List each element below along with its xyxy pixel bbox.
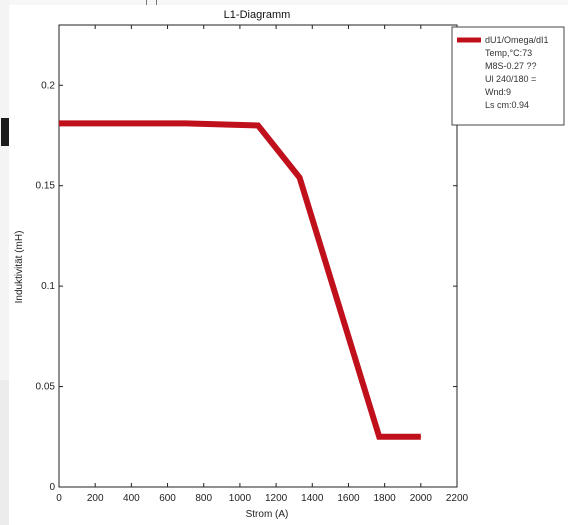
y-tick-label: 0.1 [41, 281, 55, 292]
legend-note-windings: Wnd:9 [485, 87, 511, 97]
data-point [257, 124, 259, 126]
x-tick-label: 1400 [301, 493, 324, 504]
legend: dU1/Omega/dI1 Temp,°C:73 M8S-0.27 ?? Ul … [451, 26, 565, 126]
legend-note-m8s: M8S-0.27 ?? [485, 61, 537, 71]
data-point [299, 177, 301, 179]
x-tick-label: 800 [195, 493, 212, 504]
x-tick-label: 2000 [410, 493, 433, 504]
chart-title: L1-Diagramm [224, 9, 291, 21]
x-axis-label: Strom (A) [246, 509, 289, 520]
legend-note-ls: Ls cm:0.94 [485, 100, 529, 110]
x-tick-label: 400 [123, 493, 140, 504]
x-tick-label: 1000 [229, 493, 252, 504]
y-tick-label: 0.15 [36, 181, 56, 192]
y-tick-label: 0.2 [41, 80, 55, 91]
x-axis-ticks: 0 200 400 600 800 1000 1200 1400 1600 1800 2000 220… [56, 25, 469, 504]
x-tick-label: 200 [87, 493, 104, 504]
data-point [58, 122, 60, 124]
x-tick-label: 2200 [446, 493, 469, 504]
legend-note-voltage: Ul 240/180 = [485, 74, 536, 84]
legend-series-label: dU1/Omega/dI1 [485, 35, 549, 45]
x-tick-label: 600 [159, 493, 176, 504]
figure-window: 0 200 400 600 800 1000 1200 1400 1600 1800 2000 220… [9, 5, 568, 525]
x-tick-label: 1800 [374, 493, 397, 504]
legend-box [451, 26, 565, 126]
data-point [420, 436, 422, 438]
y-axis-label: Induktivität (mH) [14, 231, 25, 304]
l1-diagram-chart: 0 200 400 600 800 1000 1200 1400 1600 1800 2000 220… [14, 9, 565, 520]
series-layer [58, 120, 422, 440]
x-tick-label: 1200 [265, 493, 288, 504]
legend-note-temperature: Temp,°C:73 [485, 48, 532, 58]
x-tick-label: 1600 [337, 493, 360, 504]
data-point [378, 436, 380, 438]
panel-dark-block [1, 118, 9, 146]
plot-area [58, 24, 458, 488]
toolbar-separator [146, 0, 147, 5]
x-tick-label: 0 [56, 493, 62, 504]
data-point [185, 122, 187, 124]
y-tick-label: 0 [49, 482, 55, 493]
y-tick-label: 0.05 [36, 382, 56, 393]
series-line [59, 120, 421, 440]
toolbar-separator [156, 0, 157, 5]
